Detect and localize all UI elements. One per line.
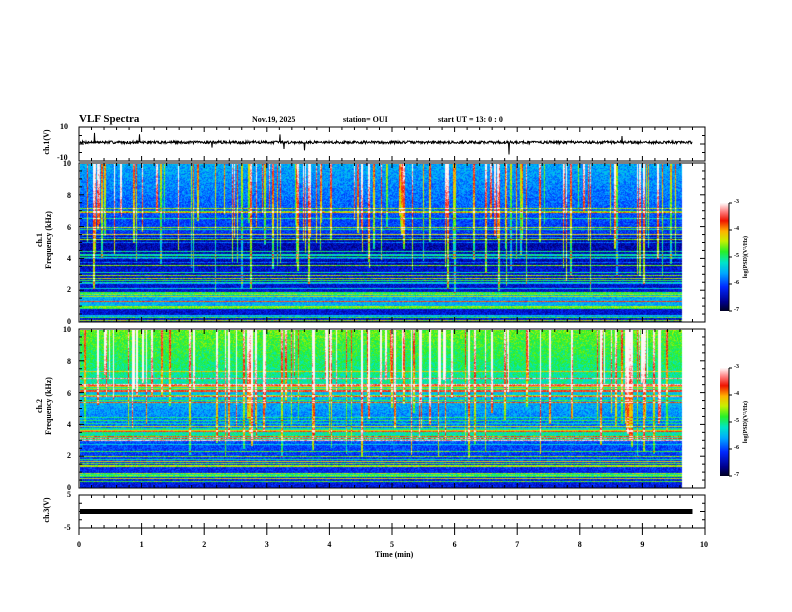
x-tick-label: 2 [202, 540, 207, 549]
spec1-ytick: 8 [67, 191, 71, 200]
ch1-ytick: -10 [57, 153, 68, 162]
cb1-tick: -6 [734, 280, 739, 286]
spec1-ytick: 4 [67, 254, 71, 263]
cb1-label: log(PSD)(V²/Hz) [743, 235, 749, 279]
x-tick-label: 5 [390, 540, 394, 549]
x-tick-label: 3 [264, 540, 269, 549]
ch2-spectrogram-image [80, 330, 694, 488]
ch1-ytick: 10 [60, 122, 68, 131]
x-tick-label: 6 [452, 540, 457, 549]
spec2-ytick: 4 [67, 420, 71, 429]
cb1-tick: -7 [734, 307, 739, 313]
x-tick-label: 4 [327, 540, 332, 549]
x-tick-label: 0 [77, 540, 81, 549]
spec1-ytick: 2 [67, 285, 71, 294]
spec1-ytick: 10 [63, 159, 71, 168]
spec1-ytick: 6 [67, 223, 71, 232]
cb2-tick: -4 [734, 391, 739, 397]
spec1-ytick: 0 [67, 317, 71, 326]
spec2-ytick: 10 [63, 325, 71, 334]
cb1-tick: -5 [734, 253, 739, 259]
cb2-tick: -7 [734, 472, 739, 478]
x-tick-label: 8 [577, 540, 582, 549]
spec2-ytick: 2 [67, 451, 71, 460]
cb2-tick: -6 [734, 445, 739, 451]
ch3-ytick: -5 [64, 523, 71, 532]
cb2-tick: -5 [734, 418, 739, 424]
spec2-ytick: 6 [67, 389, 71, 398]
cb1-tick: -4 [734, 226, 739, 232]
x-tick-label: 1 [139, 540, 144, 549]
date-label: Nov.19, 2025 [252, 115, 296, 124]
x-tick-label: 10 [700, 540, 708, 549]
ch3-ytick: 5 [67, 490, 71, 499]
ch1-trace [79, 132, 693, 155]
x-tick-label: 7 [515, 540, 520, 549]
cb2-tick: -3 [734, 364, 739, 370]
cb2-label: log(PSD)(V²/Hz) [743, 400, 749, 444]
ch1-colorbar [720, 203, 729, 311]
start-ut-label: start UT = 13: 0 : 0 [438, 115, 503, 124]
panel-frame [78, 328, 706, 489]
plot-title: VLF Spectra [79, 113, 140, 125]
station-label: station= OUI [343, 115, 388, 124]
panel-frame [78, 162, 706, 323]
spec2-ylabel-channel: ch.2 [35, 399, 44, 413]
cb1-tick: -3 [734, 199, 739, 205]
spec2-ylabel: Frequency (kHz) [44, 377, 53, 435]
spec2-ytick: 8 [67, 357, 71, 366]
ch1-ylabel: ch.1(V) [42, 129, 51, 155]
ch1-spectrogram-image [80, 164, 694, 322]
ch3-ylabel: ch.3(V) [42, 497, 51, 523]
x-axis-title: Time (min) [375, 550, 414, 559]
spec2-ytick: 0 [67, 483, 71, 492]
spec1-ylabel-channel: ch.1 [35, 233, 44, 247]
spec1-ylabel: Frequency (kHz) [44, 211, 53, 269]
ch2-colorbar [720, 368, 729, 476]
x-tick-label: 9 [640, 540, 645, 549]
